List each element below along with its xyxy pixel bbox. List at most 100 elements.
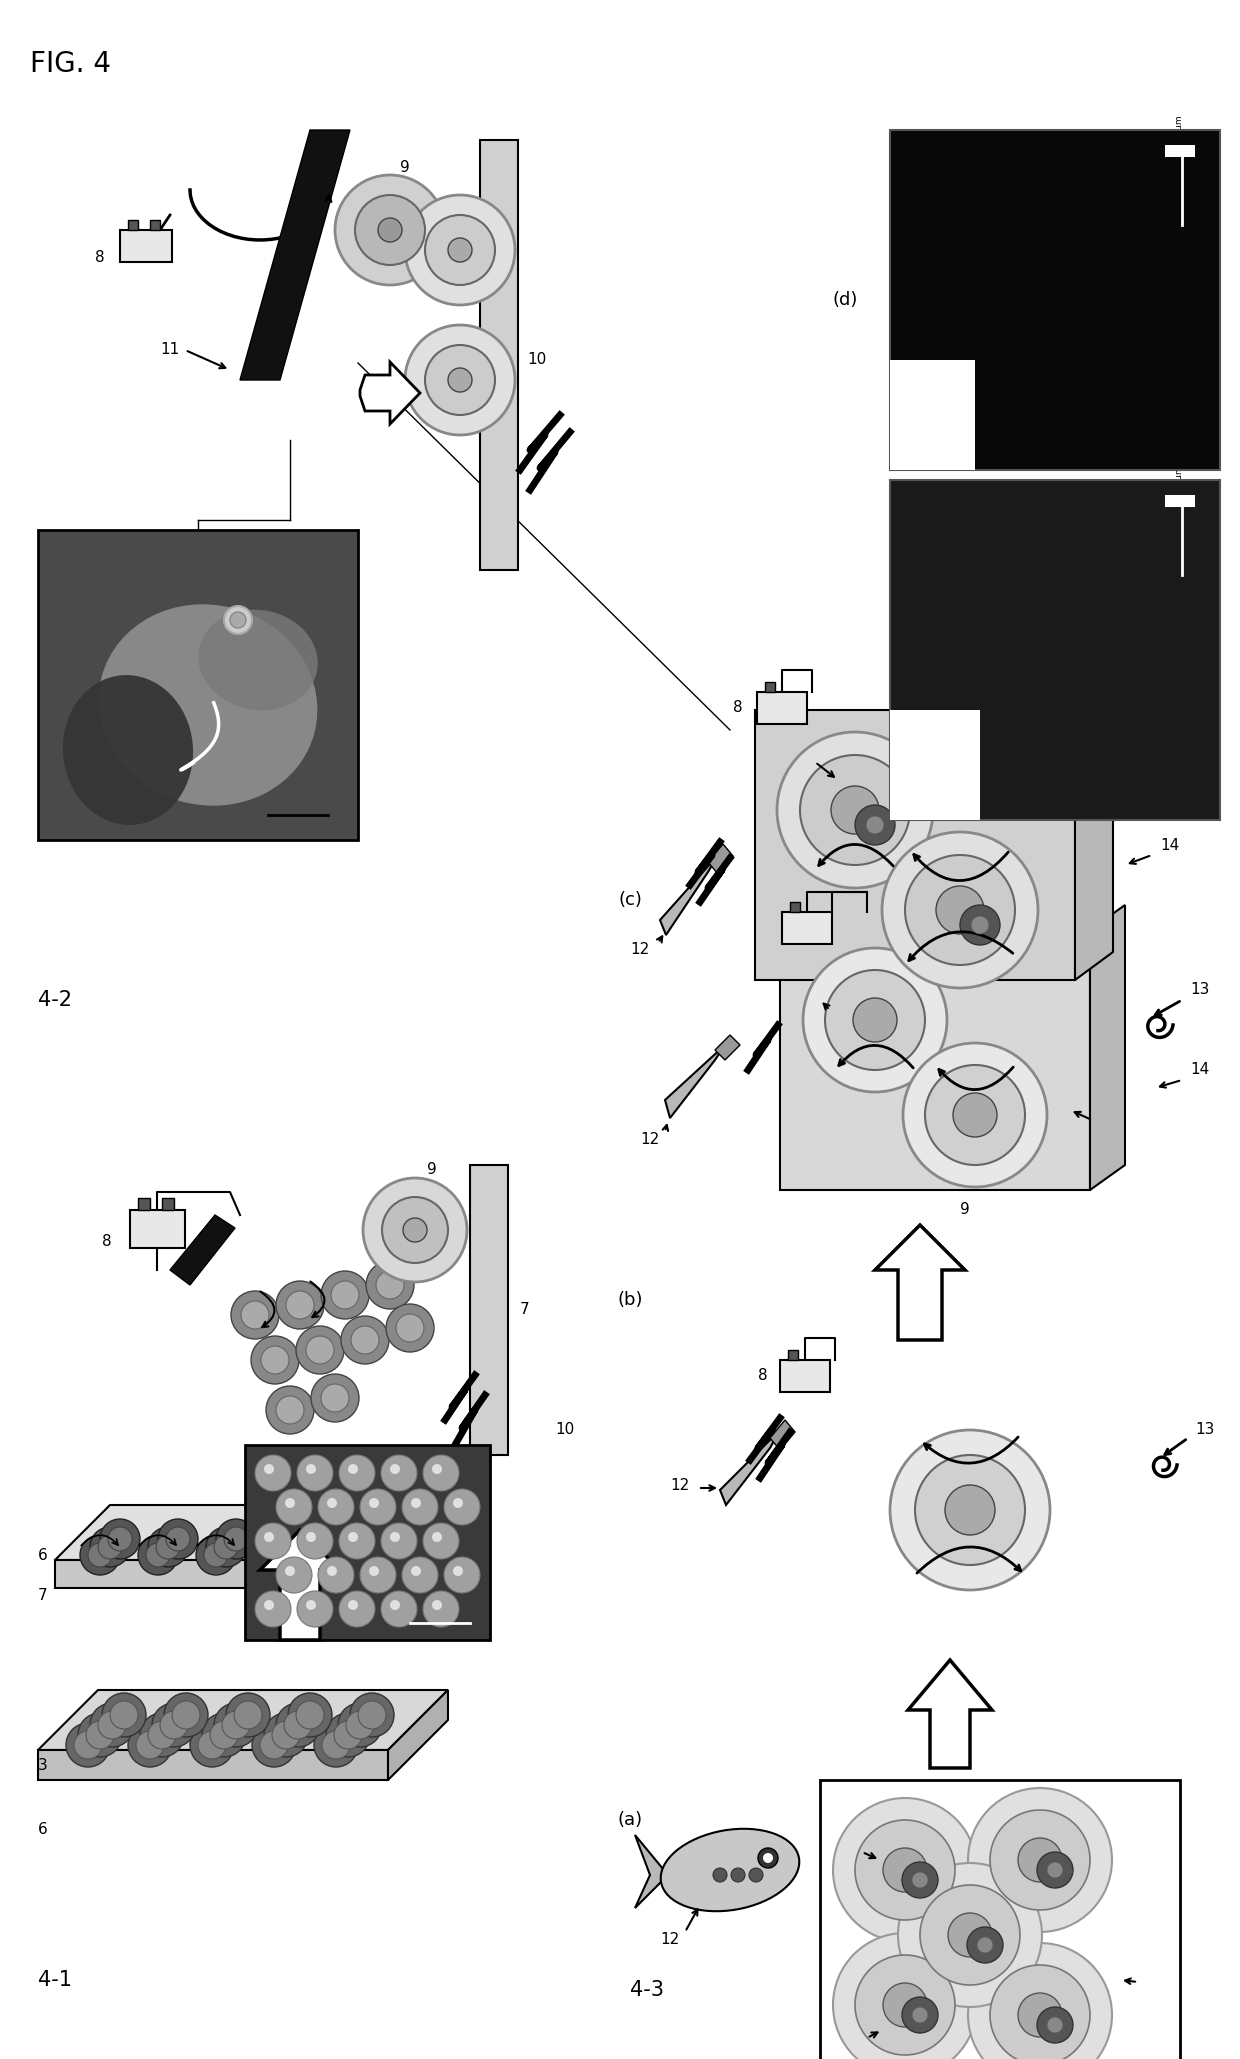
Circle shape (264, 1532, 274, 1542)
Circle shape (410, 1567, 422, 1575)
Bar (890, 480, 1220, 819)
Circle shape (713, 1868, 727, 1882)
Circle shape (804, 947, 947, 1091)
Circle shape (91, 1528, 130, 1567)
Circle shape (108, 1528, 131, 1550)
Circle shape (272, 1536, 296, 1559)
Circle shape (360, 1489, 396, 1526)
Text: 4-2: 4-2 (38, 990, 72, 1011)
Text: 6: 6 (234, 616, 242, 626)
Circle shape (231, 1291, 279, 1338)
Circle shape (432, 1600, 441, 1610)
Bar (138, 1198, 150, 1211)
Circle shape (833, 1798, 977, 1942)
Circle shape (366, 1260, 414, 1310)
Polygon shape (170, 1215, 236, 1285)
Circle shape (376, 1270, 404, 1299)
Circle shape (423, 1592, 459, 1627)
Circle shape (453, 1499, 463, 1507)
Circle shape (340, 1528, 365, 1550)
Ellipse shape (99, 603, 317, 805)
Circle shape (215, 1536, 238, 1559)
Circle shape (432, 1464, 441, 1474)
Text: Bright Field Image: Bright Field Image (913, 714, 923, 815)
Circle shape (405, 196, 515, 305)
Circle shape (306, 1600, 316, 1610)
Circle shape (296, 1326, 343, 1373)
Text: 3: 3 (38, 1758, 48, 1773)
Polygon shape (875, 1225, 965, 1340)
Circle shape (190, 1723, 234, 1767)
Circle shape (277, 1396, 304, 1425)
Polygon shape (665, 1046, 725, 1118)
Circle shape (405, 325, 515, 434)
Text: 9: 9 (401, 161, 410, 175)
Circle shape (749, 1868, 763, 1882)
Circle shape (285, 1499, 295, 1507)
Bar (162, 1198, 174, 1211)
Circle shape (216, 1520, 255, 1559)
Circle shape (758, 1849, 777, 1868)
Circle shape (140, 1713, 184, 1756)
Text: 6: 6 (223, 282, 233, 296)
Circle shape (911, 1872, 928, 1888)
Circle shape (196, 1536, 236, 1575)
Circle shape (255, 1524, 291, 1559)
Bar (120, 231, 172, 261)
Text: 9: 9 (960, 1202, 970, 1217)
Circle shape (241, 1301, 269, 1328)
Text: 6: 6 (935, 1007, 945, 1023)
Circle shape (314, 1723, 358, 1767)
Circle shape (339, 1456, 374, 1491)
Circle shape (277, 1557, 312, 1594)
Circle shape (444, 1489, 480, 1526)
Text: 13: 13 (1159, 758, 1179, 772)
Circle shape (391, 1464, 401, 1474)
Circle shape (250, 1336, 299, 1384)
Text: ECL Image: ECL Image (910, 383, 920, 447)
Bar (890, 710, 980, 819)
Circle shape (264, 1600, 274, 1610)
Text: 100 μm: 100 μm (1176, 465, 1184, 500)
Circle shape (351, 1326, 379, 1355)
Circle shape (128, 1723, 172, 1767)
Circle shape (306, 1532, 316, 1542)
Circle shape (348, 1464, 358, 1474)
Circle shape (1018, 1839, 1061, 1882)
Circle shape (346, 1711, 374, 1740)
Bar (755, 710, 1075, 980)
Text: 12: 12 (661, 1933, 680, 1948)
Bar (780, 931, 1090, 1190)
Polygon shape (708, 844, 733, 873)
Circle shape (911, 2008, 928, 2024)
Circle shape (210, 1721, 238, 1748)
Circle shape (990, 1810, 1090, 1911)
Text: 10: 10 (556, 1423, 574, 1437)
Polygon shape (241, 130, 350, 381)
Text: 8: 8 (733, 700, 743, 714)
Text: 12: 12 (630, 943, 650, 957)
Circle shape (136, 1732, 164, 1758)
Polygon shape (908, 1660, 992, 1769)
Circle shape (453, 1567, 463, 1575)
Circle shape (391, 1600, 401, 1610)
Circle shape (883, 1849, 928, 1892)
Bar (150, 220, 160, 231)
Polygon shape (470, 1165, 508, 1456)
Circle shape (960, 906, 999, 945)
Circle shape (856, 805, 895, 844)
Circle shape (277, 1489, 312, 1526)
Polygon shape (388, 1690, 448, 1779)
Circle shape (311, 1373, 360, 1423)
Circle shape (298, 1456, 334, 1491)
Bar (38, 529, 358, 840)
Circle shape (326, 1713, 370, 1756)
Circle shape (262, 1542, 286, 1567)
Circle shape (381, 1592, 417, 1627)
Text: 8: 8 (95, 251, 105, 266)
Circle shape (153, 1703, 196, 1746)
Circle shape (166, 1528, 190, 1550)
Circle shape (255, 1456, 291, 1491)
Circle shape (381, 1524, 417, 1559)
Text: 10: 10 (790, 747, 810, 762)
